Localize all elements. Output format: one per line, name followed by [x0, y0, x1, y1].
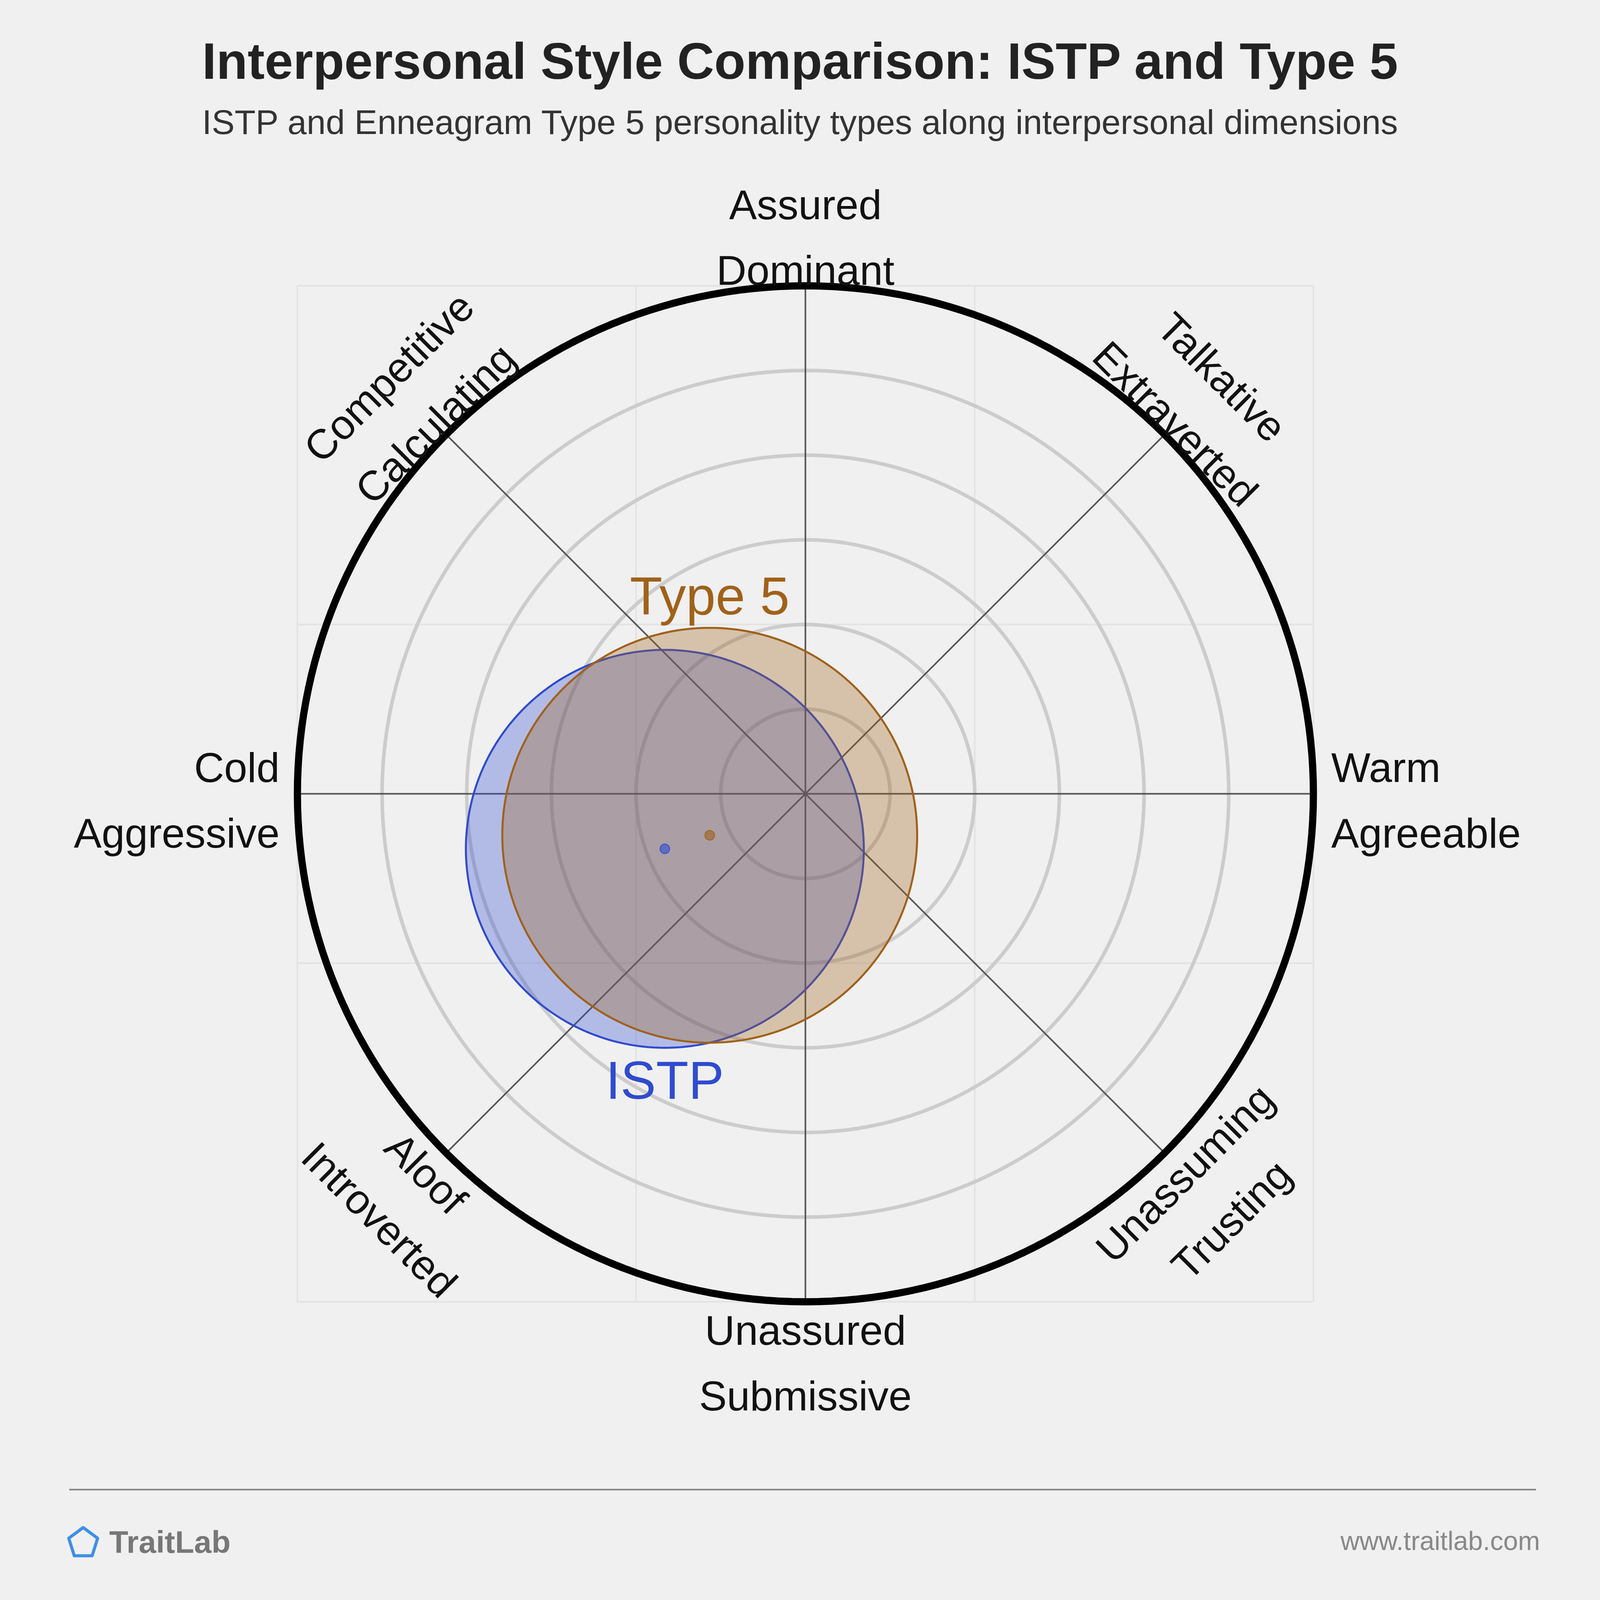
html-text:www.traitlab.com: www.traitlab.com [1340, 1526, 1540, 1556]
svg-text:AssuredDominant: AssuredDominant [716, 181, 895, 294]
svg-text:UnassuredSubmissive: UnassuredSubmissive [699, 1307, 912, 1420]
html-text:Interpersonal Style Comparison: Interpersonal Style Comparison: ISTP and… [202, 32, 1398, 90]
svg-text:WarmAgreeable: WarmAgreeable [1331, 744, 1521, 857]
html-text:TraitLab: TraitLab [109, 1524, 231, 1560]
svg-text:ColdAggressive: ColdAggressive [74, 744, 280, 857]
html-text:ISTP and Enneagram Type 5 pers: ISTP and Enneagram Type 5 personality ty… [202, 102, 1398, 142]
svg-text:TalkativeExtraverted: TalkativeExtraverted [1084, 285, 1314, 516]
svg-text:Type 5: Type 5 [630, 566, 790, 626]
svg-text:ISTP: ISTP [605, 1050, 724, 1110]
svg-text:AloofIntroverted: AloofIntroverted [292, 1086, 513, 1307]
svg-text:UnassumingTrusting: UnassumingTrusting [1086, 1075, 1330, 1318]
svg-text:CompetitiveCalculating: CompetitiveCalculating [294, 283, 530, 518]
